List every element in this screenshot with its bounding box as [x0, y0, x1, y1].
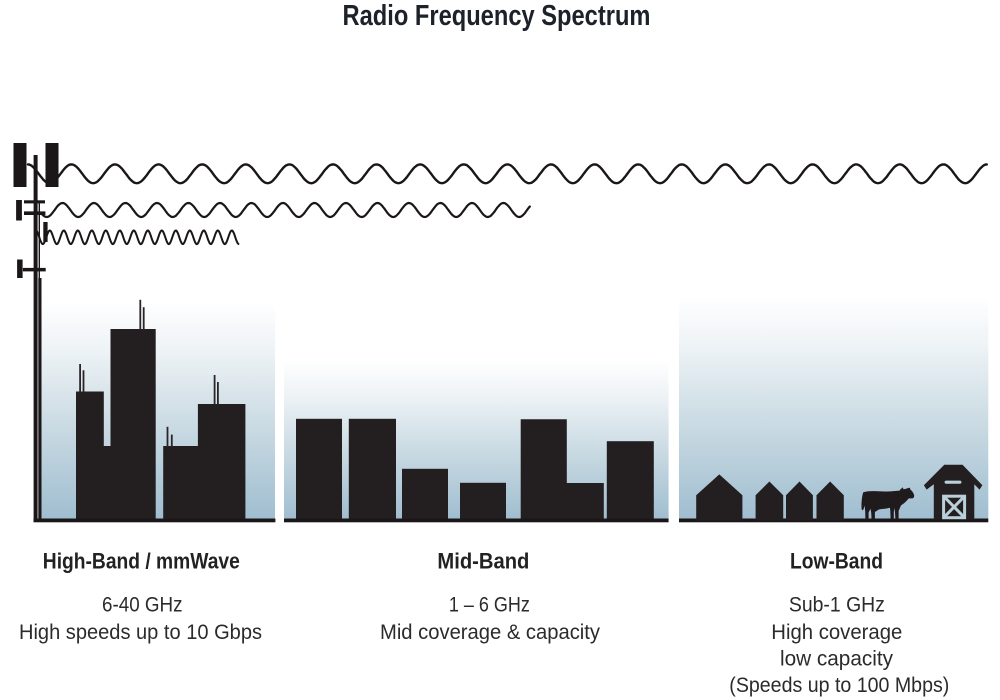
svg-text:6-40 GHz: 6-40 GHz: [102, 593, 183, 617]
svg-text:High-Band / mmWave: High-Band / mmWave: [43, 549, 240, 574]
svg-text:low capacity: low capacity: [780, 647, 893, 671]
svg-text:Mid coverage & capacity: Mid coverage & capacity: [380, 620, 600, 644]
svg-text:(Speeds up to 100 Mbps): (Speeds up to 100 Mbps): [729, 673, 949, 697]
svg-text:Sub-1 GHz: Sub-1 GHz: [789, 593, 885, 617]
svg-text:1 – 6 GHz: 1 – 6 GHz: [449, 593, 530, 617]
svg-text:High speeds up to 10 Gbps: High speeds up to 10 Gbps: [19, 620, 262, 644]
svg-text:Mid-Band: Mid-Band: [437, 549, 529, 574]
svg-text:Low-Band: Low-Band: [790, 549, 883, 574]
svg-text:High coverage: High coverage: [771, 620, 902, 644]
svg-text:Radio Frequency Spectrum: Radio Frequency Spectrum: [343, 0, 651, 32]
